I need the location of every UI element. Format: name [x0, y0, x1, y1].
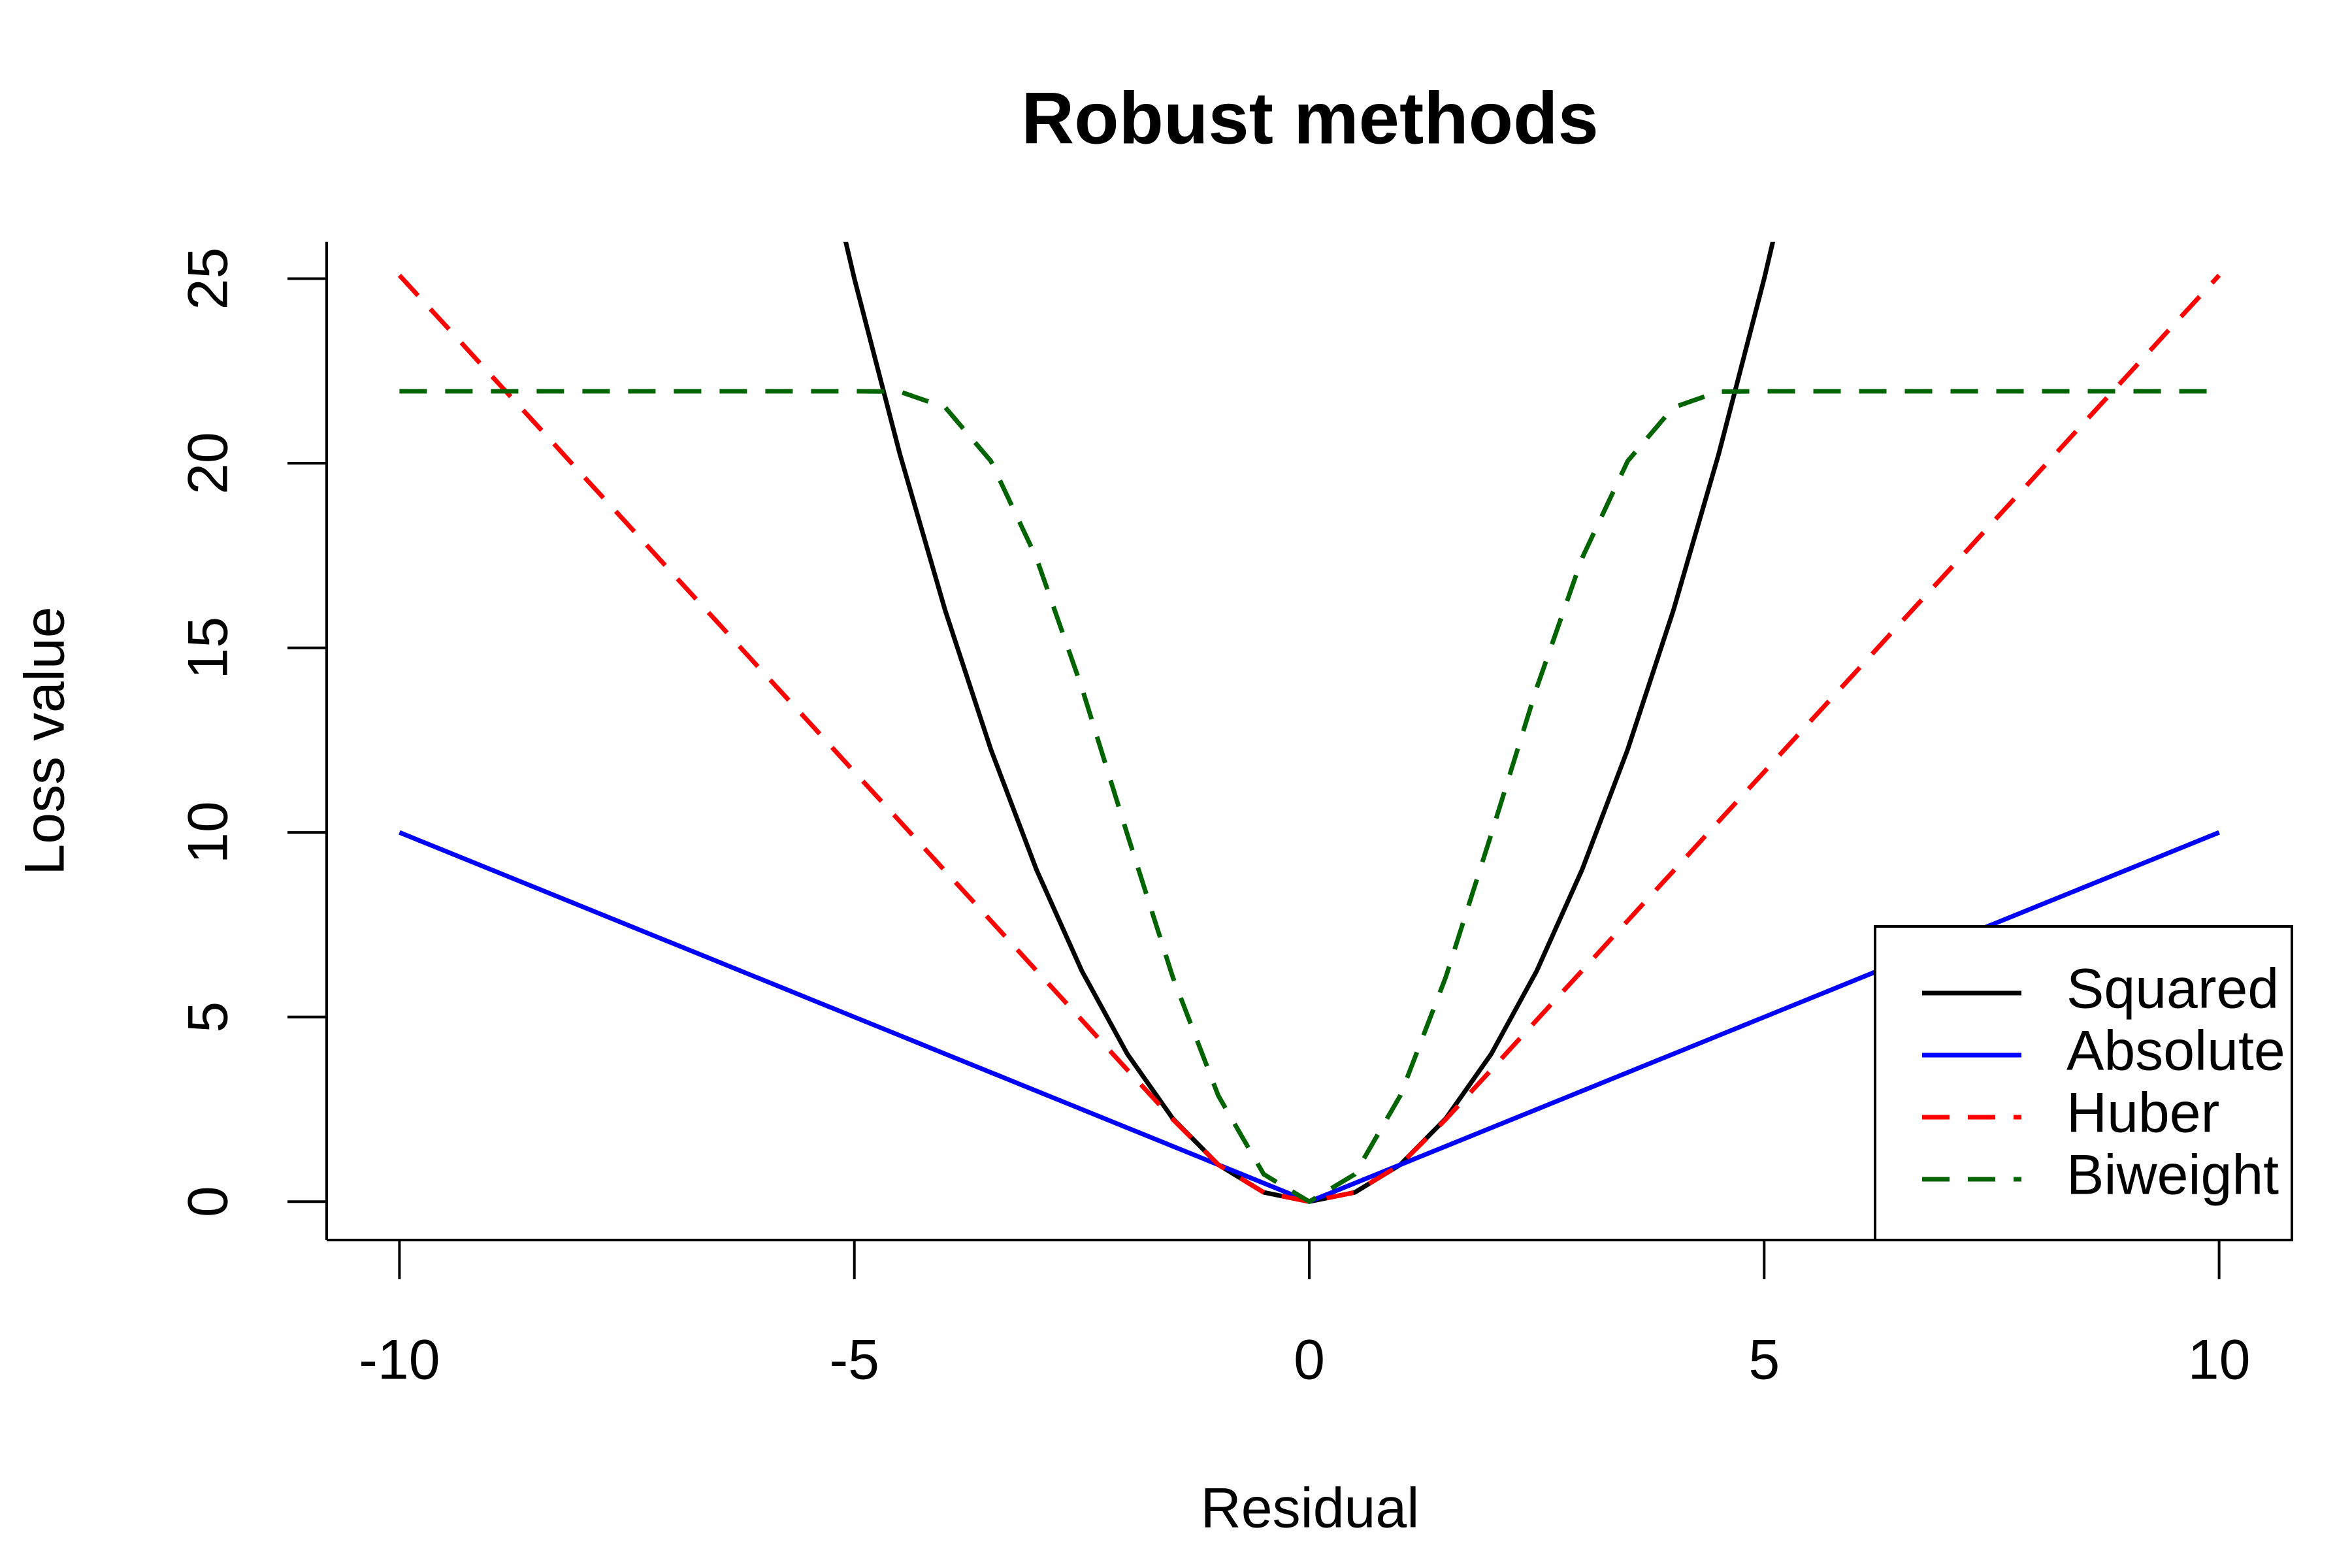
y-tick-label: 25	[177, 248, 240, 310]
x-tick-label: 0	[1294, 1329, 1325, 1392]
x-tick-label: 5	[1748, 1329, 1780, 1392]
y-tick-label: 20	[177, 432, 240, 495]
x-tick-label: 10	[2188, 1329, 2251, 1392]
y-tick-label: 15	[177, 617, 240, 679]
legend-label: Squared	[2066, 958, 2279, 1021]
y-tick-label: 5	[177, 1002, 240, 1033]
y-axis-label: Loss value	[14, 606, 76, 875]
x-axis-label: Residual	[1201, 1477, 1420, 1540]
x-tick-label: -10	[359, 1329, 440, 1392]
chart-title: Robust methods	[1021, 78, 1599, 159]
series-line	[397, 274, 2221, 1204]
y-tick-label: 0	[177, 1186, 240, 1217]
legend-label: Huber	[2066, 1082, 2219, 1145]
x-tick-label: -5	[829, 1329, 879, 1392]
legend-label: Absolute	[2066, 1020, 2285, 1083]
legend-box	[1874, 925, 2293, 1241]
legend-label: Biweight	[2066, 1144, 2279, 1207]
y-tick-label: 10	[177, 801, 240, 864]
series-line	[399, 389, 2219, 1204]
